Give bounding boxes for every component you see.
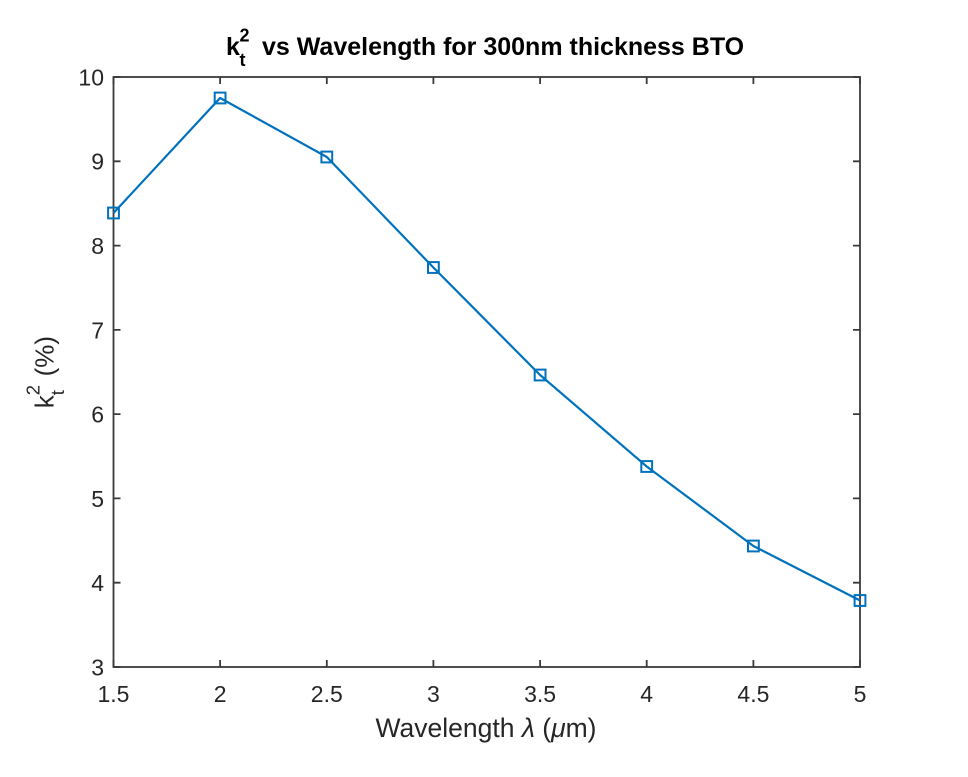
svg-text:2: 2 bbox=[240, 26, 250, 46]
svg-text:2: 2 bbox=[214, 681, 227, 707]
svg-text:3: 3 bbox=[427, 681, 440, 707]
svg-text:6: 6 bbox=[91, 402, 104, 428]
svg-text:4.5: 4.5 bbox=[737, 681, 769, 707]
svg-text:t: t bbox=[240, 50, 246, 70]
svg-text:3.5: 3.5 bbox=[524, 681, 556, 707]
svg-text:3: 3 bbox=[91, 654, 104, 680]
svg-text:Wavelength λ (μm): Wavelength λ (μm) bbox=[376, 713, 597, 743]
svg-text:k: k bbox=[30, 394, 60, 408]
svg-text:4: 4 bbox=[640, 681, 653, 707]
svg-text:4: 4 bbox=[91, 570, 104, 596]
svg-text:7: 7 bbox=[91, 317, 104, 343]
svg-text:10: 10 bbox=[78, 64, 104, 90]
svg-text:5: 5 bbox=[854, 681, 867, 707]
svg-text:8: 8 bbox=[91, 233, 104, 259]
svg-text:(%): (%) bbox=[30, 336, 60, 376]
svg-text:2: 2 bbox=[23, 385, 44, 395]
svg-text:1.5: 1.5 bbox=[98, 681, 130, 707]
svg-text:2.5: 2.5 bbox=[311, 681, 343, 707]
svg-text:vs Wavelength for 300nm thickn: vs Wavelength for 300nm thickness BTO bbox=[262, 33, 744, 61]
svg-text:k: k bbox=[226, 33, 240, 61]
svg-text:t: t bbox=[47, 390, 68, 395]
svg-text:9: 9 bbox=[91, 149, 104, 175]
svg-text:5: 5 bbox=[91, 486, 104, 512]
